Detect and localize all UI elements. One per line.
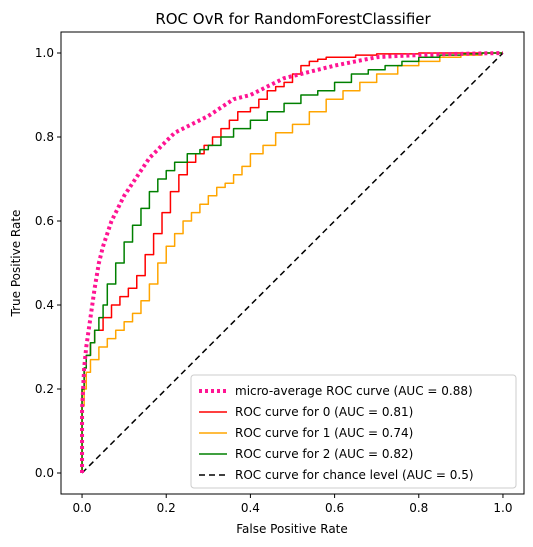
legend: micro-average ROC curve (AUC = 0.88) ROC … (190, 374, 517, 489)
axis-ticks: 0.0 0.2 0.4 0.6 0.8 1.0 0.0 0.2 0.4 0.6 0.8 1.0 (35, 46, 513, 515)
x-tick-label: 1.0 (493, 501, 512, 515)
series-line-3 (81, 52, 503, 473)
y-axis-label: True Positive Rate (9, 210, 23, 318)
legend-label-1: ROC curve for 0 (AUC = 0.81) (235, 405, 413, 419)
legend-label-0: micro-average ROC curve (AUC = 0.88) (235, 384, 473, 398)
chart-title: ROC OvR for RandomForestClassifier (155, 10, 431, 28)
y-tick-label: 0.8 (35, 130, 54, 144)
series-line-0 (80, 51, 503, 473)
y-tick-label: 0.0 (35, 466, 54, 480)
y-tick-label: 0.2 (35, 382, 54, 396)
legend-label-4: ROC curve for chance level (AUC = 0.5) (235, 468, 474, 482)
y-tick-label: 1.0 (35, 46, 54, 60)
x-tick-label: 0.8 (409, 501, 428, 515)
legend-box (190, 374, 517, 489)
x-tick-label: 0.4 (241, 501, 260, 515)
legend-label-3: ROC curve for 2 (AUC = 0.82) (235, 447, 413, 461)
series-line-4 (81, 52, 504, 474)
x-tick-label: 0.2 (157, 501, 176, 515)
legend-label-2: ROC curve for 1 (AUC = 0.74) (235, 426, 413, 440)
x-tick-label: 0.0 (72, 501, 91, 515)
y-tick-label: 0.4 (35, 298, 54, 312)
series-line-2 (81, 52, 503, 473)
x-axis-label: False Positive Rate (236, 522, 348, 536)
plot-area (80, 51, 504, 474)
plot-frame (60, 31, 525, 495)
y-tick-label: 0.6 (35, 214, 54, 228)
x-tick-label: 0.6 (325, 501, 344, 515)
